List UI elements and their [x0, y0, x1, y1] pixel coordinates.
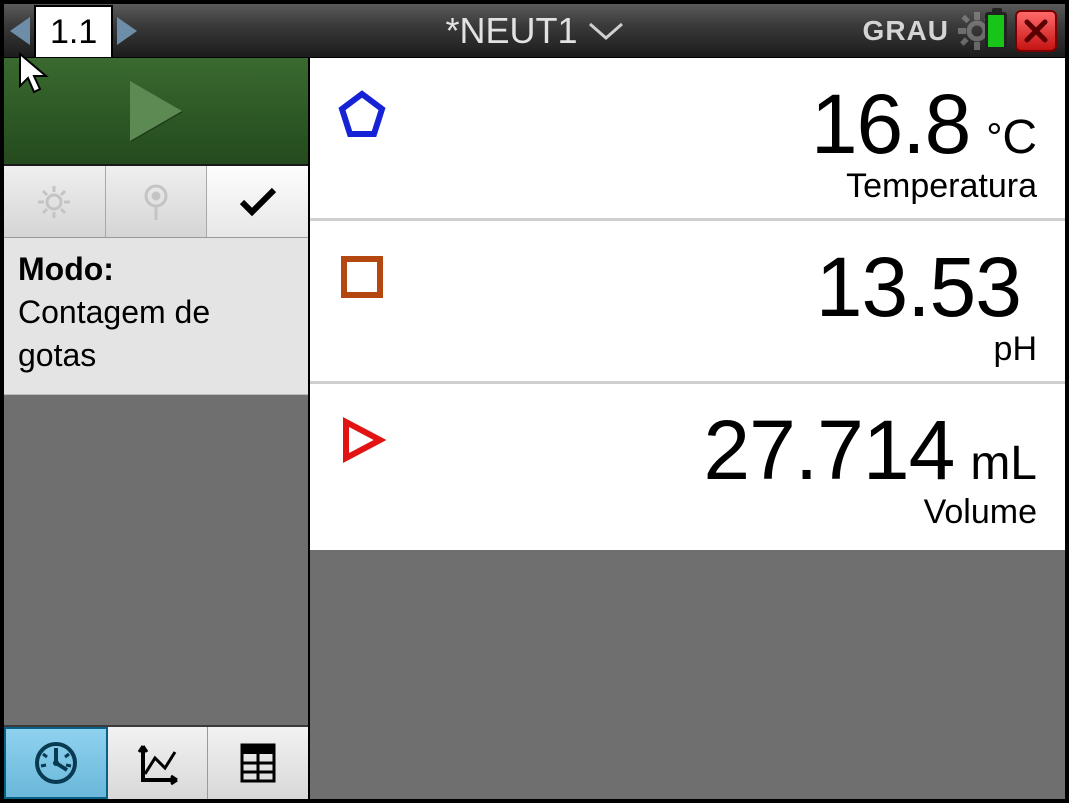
close-icon: [1023, 18, 1049, 44]
graph-view-tab[interactable]: [108, 727, 209, 799]
document-title-dropdown[interactable]: *NEUT1: [445, 10, 623, 52]
mode-box: Modo: Contagem de gotas: [4, 238, 308, 395]
close-button[interactable]: [1015, 10, 1057, 52]
mode-label: Modo:: [18, 251, 114, 287]
document-title: *NEUT1: [445, 10, 577, 52]
confirm-tool-button[interactable]: [207, 166, 308, 237]
next-tab-button[interactable]: [117, 17, 137, 45]
play-icon: [130, 81, 182, 141]
prev-tab-button[interactable]: [10, 17, 30, 45]
reading-values: 16.8 °C Temperatura: [398, 76, 1037, 206]
top-bar: 1.1 *NEUT1 GRAU: [4, 4, 1065, 58]
view-tabs: [4, 725, 308, 799]
reading-temperature: 16.8 °C Temperatura: [310, 58, 1065, 221]
reading-values: 27.714 mL Volume: [398, 402, 1037, 532]
marker-square: [338, 239, 398, 306]
reading-value: 27.714: [703, 402, 954, 499]
tab-number: 1.1: [50, 13, 97, 52]
right-panel: 16.8 °C Temperatura 13.53: [310, 58, 1065, 799]
marker-tool-button[interactable]: [106, 166, 208, 237]
gauge-icon: [33, 740, 79, 786]
mode-value: Contagem de gotas: [18, 294, 210, 373]
reading-volume: 27.714 mL Volume: [310, 384, 1065, 550]
start-collection-button[interactable]: [4, 58, 308, 166]
settings-tool-button[interactable]: [4, 166, 106, 237]
tab-navigation: 1.1: [4, 5, 137, 57]
check-icon: [236, 182, 280, 222]
marker-triangle: [338, 402, 398, 469]
status-cluster: GRAU: [863, 10, 1065, 52]
reading-ph: 13.53 pH: [310, 221, 1065, 384]
table-icon: [238, 741, 278, 785]
left-spacer: [4, 395, 308, 725]
settings-battery[interactable]: [957, 11, 1007, 51]
angle-mode-indicator: GRAU: [863, 15, 949, 47]
reading-unit: mL: [970, 436, 1037, 491]
gear-outline-icon: [34, 182, 74, 222]
table-view-tab[interactable]: [208, 727, 308, 799]
tool-row: [4, 166, 308, 238]
reading-values: 13.53 pH: [398, 239, 1037, 369]
dropdown-caret-icon: [588, 22, 624, 40]
battery-icon: [985, 12, 1007, 50]
reading-value: 16.8: [811, 76, 971, 173]
marker-pentagon: [338, 76, 398, 143]
reading-label: Temperatura: [398, 167, 1037, 206]
graph-icon: [135, 740, 181, 786]
pin-icon: [138, 182, 174, 222]
meter-view-tab[interactable]: [4, 727, 108, 799]
reading-unit: °C: [986, 110, 1037, 165]
current-tab[interactable]: 1.1: [34, 5, 113, 57]
readings-area: 16.8 °C Temperatura 13.53: [310, 58, 1065, 550]
device-frame: 1.1 *NEUT1 GRAU: [0, 0, 1069, 803]
left-panel: Modo: Contagem de gotas: [4, 58, 310, 799]
main-body: Modo: Contagem de gotas: [4, 58, 1065, 799]
reading-value: 13.53: [816, 239, 1021, 336]
